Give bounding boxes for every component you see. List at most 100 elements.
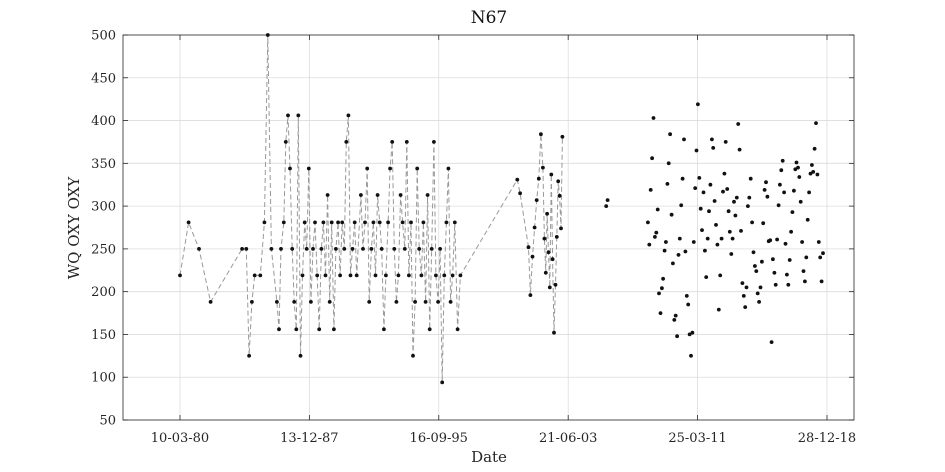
data-point [444, 220, 449, 225]
data-point [701, 190, 706, 195]
data-point [661, 276, 665, 281]
data-point [334, 247, 338, 251]
data-point [344, 140, 349, 144]
data-point [754, 269, 759, 273]
data-point [409, 220, 413, 225]
data-point [719, 236, 724, 241]
data-point [283, 140, 288, 144]
data-point [434, 273, 438, 278]
data-point [286, 113, 290, 118]
data-point [240, 247, 245, 251]
data-point [340, 220, 345, 225]
series-lines [179, 34, 563, 383]
data-point [676, 253, 681, 257]
data-point [352, 220, 357, 225]
data-point [775, 237, 779, 242]
data-point [697, 176, 702, 180]
data-point [402, 247, 407, 251]
data-point [687, 332, 692, 337]
data-point [683, 249, 688, 254]
x-axis-label: Date [471, 448, 507, 466]
data-point [673, 313, 678, 318]
data-point [677, 236, 682, 241]
data-point [281, 220, 286, 225]
data-point [258, 273, 263, 278]
data-point [730, 236, 735, 241]
data-point [747, 195, 752, 200]
chart-title: N67 [471, 8, 508, 28]
data-point [716, 307, 721, 312]
data-point [247, 353, 252, 358]
data-point [814, 121, 818, 125]
data-point [796, 165, 800, 170]
data-point [382, 327, 386, 332]
data-point [515, 177, 520, 182]
data-point [541, 165, 545, 170]
data-point [726, 209, 731, 214]
data-point [743, 305, 748, 309]
data-point [768, 238, 773, 243]
data-point [741, 294, 746, 298]
data-point [350, 247, 355, 251]
data-point [604, 204, 609, 209]
data-point [682, 137, 686, 142]
data-point [646, 220, 650, 225]
data-point [812, 146, 817, 151]
data-point [736, 122, 741, 126]
data-point [657, 291, 661, 296]
data-point [764, 180, 768, 185]
data-point [302, 220, 307, 225]
data-point [734, 195, 739, 200]
data-point [390, 140, 395, 144]
data-point [653, 235, 657, 239]
data-point [729, 252, 734, 256]
data-point [359, 193, 363, 197]
x-tick-label: 10-03-80 [151, 431, 209, 446]
data-point [679, 203, 684, 208]
data-point [290, 247, 295, 251]
data-point [712, 199, 717, 203]
y-tick-label: 500 [91, 29, 116, 44]
data-point [707, 209, 711, 214]
data-point [660, 286, 664, 291]
data-point [761, 221, 766, 226]
data-point [361, 247, 365, 251]
data-point [413, 300, 417, 304]
data-point [686, 302, 691, 307]
data-point [704, 275, 709, 279]
data-point [680, 176, 685, 181]
data-point [725, 187, 730, 191]
data-point [547, 285, 552, 290]
data-point [306, 166, 311, 171]
data-point [244, 247, 249, 251]
data-point [317, 327, 322, 332]
data-point [300, 273, 305, 278]
data-point [332, 327, 336, 332]
data-point [269, 247, 274, 251]
data-point [769, 340, 774, 344]
data-point [277, 327, 281, 332]
data-point [718, 273, 723, 278]
data-point [711, 146, 716, 150]
data-point [394, 300, 399, 304]
data-point [534, 198, 539, 203]
data-point [776, 203, 781, 208]
y-tick-label: 450 [91, 71, 116, 86]
data-point [325, 193, 330, 197]
grid [123, 34, 854, 421]
data-point [528, 293, 533, 297]
data-point [365, 166, 370, 171]
data-point [419, 273, 424, 278]
x-tick-label: 16-09-95 [410, 431, 468, 446]
data-point [662, 248, 667, 253]
data-point [815, 172, 820, 177]
x-tick-label: 21-06-03 [539, 431, 597, 446]
data-point [658, 311, 663, 315]
data-point [647, 242, 652, 247]
data-point [288, 166, 292, 171]
data-point [557, 193, 562, 198]
data-point [665, 182, 670, 186]
data-point [262, 220, 267, 225]
data-point [810, 163, 814, 167]
